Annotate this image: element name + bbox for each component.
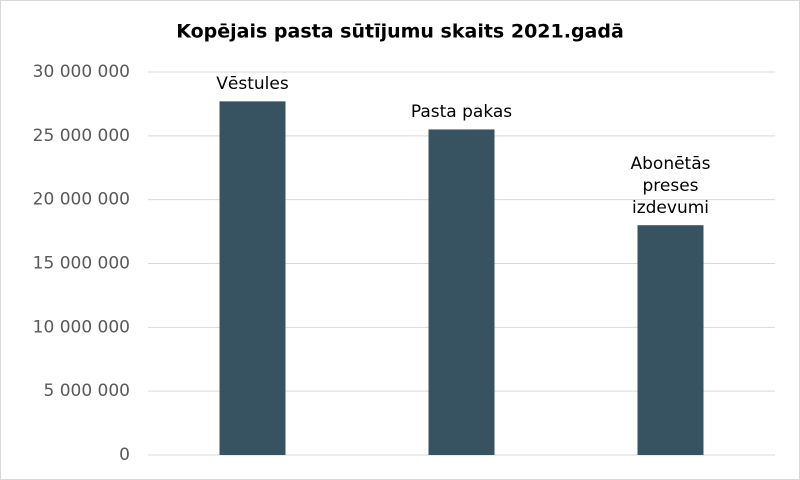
- y-tick-label: 25 000 000: [33, 126, 130, 146]
- category-label: Pasta pakas: [410, 102, 513, 123]
- y-tick-label: 0: [119, 445, 130, 465]
- bar: [637, 225, 704, 455]
- y-tick-label: 10 000 000: [33, 317, 130, 337]
- y-tick-label: 15 000 000: [33, 254, 130, 274]
- bar: [428, 129, 495, 455]
- y-tick-label: 20 000 000: [33, 190, 130, 210]
- y-tick-label: 5 000 000: [43, 381, 130, 401]
- y-tick-label: 30 000 000: [33, 62, 130, 82]
- chart-title: Kopējais pasta sūtījumu skaits 2021.gadā: [176, 21, 624, 43]
- category-label: Abonētās preses izdevumi: [630, 154, 711, 219]
- category-label: Vēstules: [216, 74, 289, 95]
- bar: [219, 101, 286, 455]
